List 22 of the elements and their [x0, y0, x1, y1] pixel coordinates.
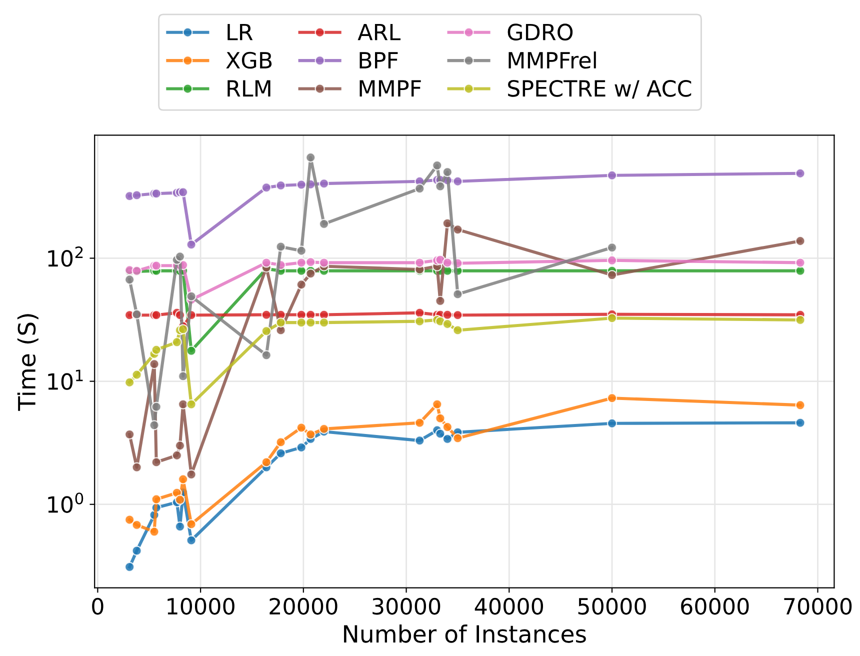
x-tick-label: 0	[92, 598, 104, 615]
legend-label: ARL	[358, 24, 400, 40]
x-tick-label: 50000	[578, 598, 646, 615]
y-tick-label: 10$^{2}$	[48, 246, 83, 267]
y-tick-label: 10$^{1}$	[48, 370, 83, 390]
x-tick-label: 60000	[681, 598, 749, 615]
y-axis-title: Time (S)	[17, 314, 38, 411]
x-tick-label: 70000	[784, 598, 852, 615]
x-tick-label: 30000	[372, 598, 440, 615]
x-tick-label: 10000	[168, 598, 234, 615]
x-axis-title: Number of Instances	[344, 624, 586, 643]
legend-label: XGB	[226, 52, 272, 69]
legend-label: GDRO	[508, 24, 573, 40]
legend-label: BPF	[360, 52, 398, 68]
legend-label: LR	[228, 24, 253, 40]
legend-label: MMPF	[360, 80, 421, 97]
x-tick-label: 20000	[270, 598, 338, 615]
legend-label: SPECTRE w/ ACC	[508, 80, 692, 99]
legend-label: RLM	[228, 80, 270, 97]
x-tick-label: 40000	[474, 598, 544, 615]
legend-label: MMPFrel	[508, 51, 596, 69]
y-tick-label: 10$^{0}$	[48, 492, 84, 513]
